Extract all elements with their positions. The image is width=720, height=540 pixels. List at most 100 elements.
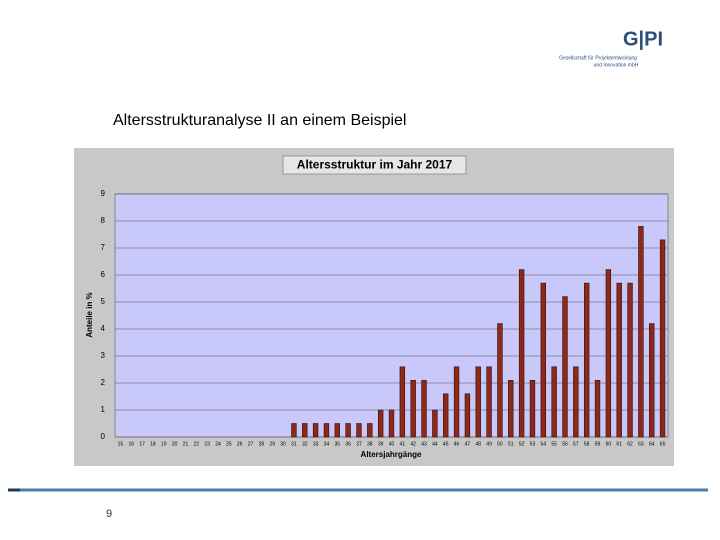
bar: [464, 393, 471, 438]
page-number: 9: [106, 508, 112, 520]
x-tick-label: 15: [118, 441, 124, 447]
x-tick-label: 58: [584, 441, 590, 447]
bar: [551, 366, 557, 438]
x-tick-label: 46: [454, 441, 460, 447]
bar: [302, 423, 308, 438]
bar: [312, 423, 319, 438]
bar: [497, 323, 503, 438]
x-tick-label: 30: [280, 441, 286, 447]
x-tick-label: 31: [291, 441, 297, 447]
x-tick-label: 23: [204, 441, 210, 447]
bar: [594, 379, 601, 438]
bar: [529, 379, 536, 438]
bar: [616, 282, 622, 438]
y-tick-label: 1: [101, 405, 106, 414]
x-tick-label: 26: [237, 441, 243, 447]
bar: [638, 226, 644, 438]
bar: [356, 423, 362, 438]
bar: [605, 269, 612, 438]
x-tick-label: 60: [606, 441, 612, 447]
bar: [649, 323, 655, 438]
company-line: Gesellschaft für Projektentwicklung: [559, 55, 637, 61]
x-tick-label: 38: [367, 441, 373, 447]
bar: [659, 239, 666, 438]
x-tick-label: 32: [302, 441, 308, 447]
x-tick-label: 61: [616, 441, 622, 447]
x-tick-label: 62: [627, 441, 633, 447]
bar: [399, 366, 406, 438]
y-tick-label: 3: [101, 351, 106, 360]
bar: [583, 282, 590, 438]
y-tick-label: 7: [101, 243, 106, 252]
y-tick-label: 2: [101, 378, 106, 387]
logo: G|PI: [623, 28, 663, 50]
bar: [334, 423, 340, 438]
x-tick-label: 49: [486, 441, 492, 447]
x-tick-label: 29: [269, 441, 275, 447]
x-tick-label: 50: [497, 441, 503, 447]
bar: [508, 379, 514, 438]
bar: [421, 379, 427, 438]
bar: [475, 366, 481, 438]
bar: [291, 423, 297, 438]
bar: [562, 296, 568, 438]
x-tick-label: 64: [649, 441, 655, 447]
x-tick-label: 20: [172, 441, 178, 447]
x-tick-label: 52: [519, 441, 525, 447]
y-tick-label: 6: [101, 270, 106, 279]
title-box: [282, 155, 467, 175]
x-tick-label: 65: [660, 441, 666, 447]
x-tick-label: 51: [508, 441, 514, 447]
x-tick-label: 47: [465, 441, 471, 447]
bar: [367, 423, 373, 438]
x-tick-label: 34: [324, 441, 330, 447]
x-tick-label: 43: [421, 441, 427, 447]
x-tick-label: 16: [128, 441, 134, 447]
x-tick-label: 21: [183, 441, 189, 447]
x-tick-label: 54: [541, 441, 547, 447]
x-tick-label: 25: [226, 441, 232, 447]
y-tick-label: 0: [101, 432, 106, 441]
y-tick-label: 8: [101, 216, 106, 225]
bar: [540, 282, 546, 438]
bar: [518, 269, 525, 438]
chart-title: Altersstruktur im Jahr 2017: [297, 158, 453, 172]
bar: [377, 409, 384, 438]
bar: [443, 393, 449, 438]
bar: [453, 366, 460, 438]
x-tick-label: 39: [378, 441, 384, 447]
x-tick-label: 24: [215, 441, 221, 447]
bar: [388, 409, 395, 438]
y-axis-label: Anteile in %: [85, 292, 94, 337]
x-tick-label: 45: [443, 441, 449, 447]
bar: [627, 282, 633, 438]
x-tick-label: 19: [161, 441, 167, 447]
x-tick-label: 37: [356, 441, 362, 447]
x-tick-label: 53: [530, 441, 536, 447]
x-tick-label: 36: [345, 441, 351, 447]
y-tick-label: 9: [101, 189, 106, 198]
x-tick-label: 17: [139, 441, 145, 447]
x-tick-label: 56: [562, 441, 568, 447]
x-tick-label: 22: [194, 441, 200, 447]
x-tick-label: 41: [400, 441, 406, 447]
y-tick-label: 4: [101, 324, 106, 333]
bar: [573, 366, 579, 438]
x-tick-label: 55: [551, 441, 557, 447]
x-tick-label: 63: [638, 441, 644, 447]
x-tick-label: 33: [313, 441, 319, 447]
bar: [432, 409, 438, 438]
bar: [345, 423, 351, 438]
x-tick-label: 42: [410, 441, 416, 447]
x-tick-label: 59: [595, 441, 601, 447]
bar: [486, 366, 492, 438]
slide-title: Altersstrukturanalyse II an einem Beispi…: [113, 112, 406, 129]
company-line: und Innovation mbH: [594, 62, 639, 68]
x-tick-label: 40: [389, 441, 395, 447]
x-axis-label: Altersjahrgänge: [361, 450, 422, 459]
x-tick-label: 48: [475, 441, 481, 447]
x-tick-label: 18: [150, 441, 156, 447]
x-tick-label: 28: [259, 441, 265, 447]
bar: [323, 423, 330, 438]
